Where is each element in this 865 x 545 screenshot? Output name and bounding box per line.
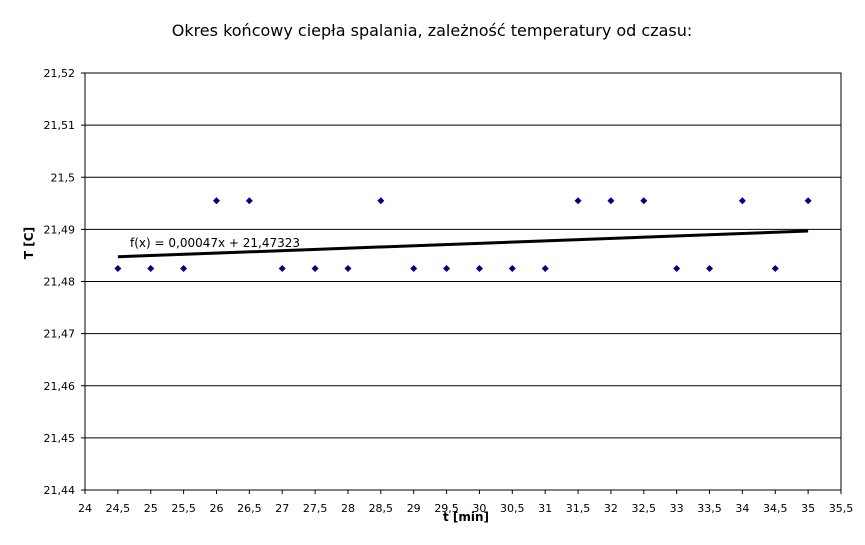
y-tick-label: 21,44	[44, 484, 76, 497]
x-tick-label: 26	[209, 502, 223, 515]
data-point	[278, 264, 286, 272]
x-tick-label: 25,5	[171, 502, 196, 515]
x-tick-label: 28	[341, 502, 355, 515]
data-point	[771, 264, 779, 272]
y-axis-label: T [C]	[22, 227, 36, 259]
data-point	[114, 264, 122, 272]
x-tick-label: 32,5	[632, 502, 657, 515]
x-tick-label: 30	[472, 502, 486, 515]
x-tick-label: 33	[670, 502, 684, 515]
data-point	[245, 197, 253, 205]
y-tick-label: 21,51	[44, 119, 76, 132]
data-point	[410, 264, 418, 272]
data-point	[804, 197, 812, 205]
x-tick-label: 29,5	[434, 502, 459, 515]
chart-title: Okres końcowy ciepła spalania, zależność…	[172, 21, 693, 40]
y-tick-label: 21,47	[44, 328, 76, 341]
data-point	[574, 197, 582, 205]
data-point	[508, 264, 516, 272]
trend-line	[117, 229, 809, 259]
data-point	[180, 264, 188, 272]
x-tick-label: 29	[407, 502, 421, 515]
data-point	[212, 197, 220, 205]
data-point	[443, 264, 451, 272]
data-point	[640, 197, 648, 205]
y-tick-label: 21,45	[44, 432, 76, 445]
data-point	[147, 264, 155, 272]
x-tick-label: 31,5	[566, 502, 591, 515]
y-tick-label: 21,52	[44, 67, 76, 80]
y-tick-label: 21,48	[44, 276, 76, 289]
x-tick-label: 27,5	[303, 502, 328, 515]
x-tick-label: 31	[538, 502, 552, 515]
grid-lines	[85, 72, 841, 491]
x-tick-label: 33,5	[697, 502, 722, 515]
x-axis-label: t [min]	[443, 510, 489, 524]
x-tick-label: 30,5	[500, 502, 525, 515]
x-tick-label: 24	[78, 502, 92, 515]
y-tick-label: 21,46	[44, 380, 76, 393]
x-tick-label: 35,5	[829, 502, 854, 515]
x-tick-label: 32	[604, 502, 618, 515]
data-point	[541, 264, 549, 272]
trend-equation: f(x) = 0,00047x + 21,47323	[130, 236, 300, 250]
y-axis: 21,44 21,45 21,46 21,47 21,48 21,49 21,5 21,51 2…	[44, 67, 85, 497]
x-axis: 24 24,5 25 25,5 26 26,5 27 27,5 28 28,5 29 29,5 30 30…	[78, 490, 853, 515]
data-point	[673, 264, 681, 272]
data-point	[311, 264, 319, 272]
data-point	[377, 197, 385, 205]
x-tick-label: 26,5	[237, 502, 262, 515]
y-tick-label: 21,5	[51, 171, 76, 184]
x-tick-label: 35	[801, 502, 815, 515]
data-point	[706, 264, 714, 272]
data-point	[344, 264, 352, 272]
x-tick-label: 25	[144, 502, 158, 515]
data-point	[475, 264, 483, 272]
y-tick-label: 21,49	[44, 223, 76, 236]
x-tick-label: 34	[735, 502, 749, 515]
x-tick-label: 34,5	[763, 502, 788, 515]
x-tick-label: 28,5	[369, 502, 394, 515]
data-point	[738, 197, 746, 205]
data-points	[114, 197, 812, 272]
x-tick-label: 24,5	[106, 502, 131, 515]
data-point	[607, 197, 615, 205]
x-tick-label: 27	[275, 502, 289, 515]
